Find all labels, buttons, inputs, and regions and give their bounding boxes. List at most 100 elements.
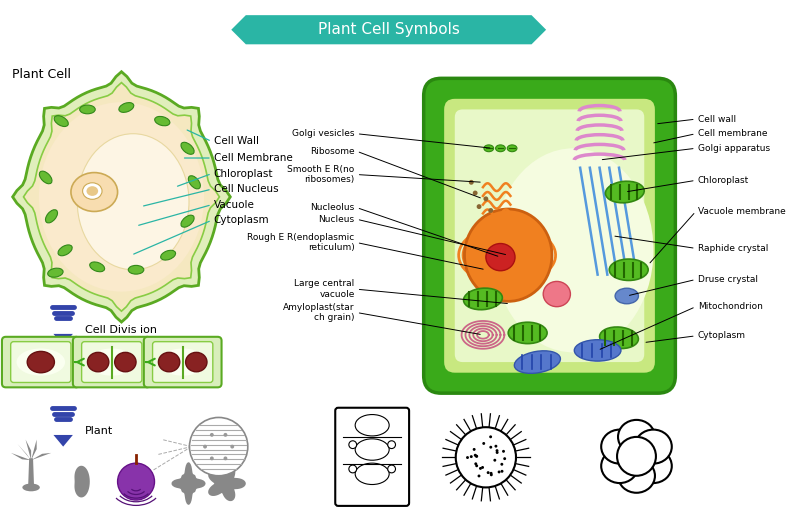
Polygon shape <box>28 458 34 485</box>
Text: Cell wall: Cell wall <box>698 115 736 123</box>
Ellipse shape <box>46 210 58 223</box>
Text: Ribosome: Ribosome <box>310 147 354 156</box>
Circle shape <box>503 457 506 460</box>
Text: Mitochondrion: Mitochondrion <box>698 302 762 311</box>
Ellipse shape <box>635 449 672 483</box>
Ellipse shape <box>574 340 621 361</box>
Ellipse shape <box>181 142 194 154</box>
Text: Vacuole: Vacuole <box>214 200 254 210</box>
Ellipse shape <box>186 353 207 372</box>
Circle shape <box>470 455 473 458</box>
Polygon shape <box>171 462 206 505</box>
Text: Cytoplasm: Cytoplasm <box>214 215 270 225</box>
FancyBboxPatch shape <box>144 337 222 388</box>
Polygon shape <box>54 334 73 346</box>
Ellipse shape <box>610 259 648 280</box>
Circle shape <box>502 450 505 453</box>
Ellipse shape <box>507 145 517 152</box>
Text: Chloroplast: Chloroplast <box>698 176 749 185</box>
Circle shape <box>475 455 478 458</box>
Circle shape <box>494 459 496 462</box>
Ellipse shape <box>618 459 655 493</box>
Circle shape <box>479 467 482 470</box>
Circle shape <box>230 445 234 449</box>
FancyBboxPatch shape <box>424 78 675 393</box>
Circle shape <box>495 449 498 452</box>
Ellipse shape <box>600 327 638 348</box>
Circle shape <box>349 465 357 473</box>
FancyBboxPatch shape <box>454 109 644 362</box>
FancyBboxPatch shape <box>10 342 71 382</box>
Ellipse shape <box>158 348 207 376</box>
Ellipse shape <box>71 173 118 211</box>
Ellipse shape <box>48 268 63 277</box>
Polygon shape <box>54 435 73 447</box>
Text: Plant: Plant <box>85 426 113 436</box>
Circle shape <box>474 462 478 465</box>
Circle shape <box>456 427 516 487</box>
Ellipse shape <box>87 353 109 372</box>
Text: Cell Wall: Cell Wall <box>214 137 258 146</box>
Circle shape <box>474 454 477 457</box>
Circle shape <box>466 456 469 459</box>
Circle shape <box>617 437 656 476</box>
Text: Cytoplasm: Cytoplasm <box>698 332 746 340</box>
Text: Raphide crystal: Raphide crystal <box>698 244 768 253</box>
Circle shape <box>473 448 476 451</box>
Ellipse shape <box>601 449 638 483</box>
FancyBboxPatch shape <box>2 337 80 388</box>
Ellipse shape <box>618 420 655 454</box>
Text: Druse crystal: Druse crystal <box>698 275 758 284</box>
Text: Plant Cell Symbols: Plant Cell Symbols <box>318 22 460 37</box>
Circle shape <box>190 417 248 476</box>
Circle shape <box>494 445 498 448</box>
FancyBboxPatch shape <box>335 408 409 506</box>
Circle shape <box>478 474 481 477</box>
Circle shape <box>490 473 493 476</box>
Text: Cell Nucleus: Cell Nucleus <box>214 184 278 194</box>
Ellipse shape <box>601 429 638 463</box>
Ellipse shape <box>39 171 52 184</box>
Ellipse shape <box>635 429 672 463</box>
Ellipse shape <box>493 149 654 353</box>
Circle shape <box>203 445 207 449</box>
Circle shape <box>473 190 478 196</box>
Ellipse shape <box>82 183 102 199</box>
Circle shape <box>223 457 227 460</box>
Ellipse shape <box>606 181 644 203</box>
Ellipse shape <box>484 145 494 152</box>
Text: Large central
vacuole: Large central vacuole <box>294 279 354 299</box>
FancyBboxPatch shape <box>153 342 213 382</box>
Ellipse shape <box>86 186 98 196</box>
Circle shape <box>223 433 227 437</box>
Polygon shape <box>31 453 51 460</box>
Text: Vacuole membrane: Vacuole membrane <box>698 207 786 216</box>
Ellipse shape <box>80 105 95 114</box>
Ellipse shape <box>154 117 170 126</box>
Ellipse shape <box>90 262 105 272</box>
Ellipse shape <box>465 209 552 301</box>
Ellipse shape <box>543 281 570 306</box>
Text: Nucleus: Nucleus <box>318 215 354 224</box>
Ellipse shape <box>87 348 136 376</box>
Polygon shape <box>26 439 31 460</box>
Polygon shape <box>208 466 246 501</box>
Text: Amyloplast(star
ch grain): Amyloplast(star ch grain) <box>283 303 354 322</box>
Text: Smooth E R(no
ribosomes): Smooth E R(no ribosomes) <box>287 165 354 184</box>
Polygon shape <box>23 83 219 311</box>
Polygon shape <box>231 15 546 44</box>
Ellipse shape <box>17 348 65 376</box>
Ellipse shape <box>118 463 154 500</box>
FancyBboxPatch shape <box>82 342 142 382</box>
Ellipse shape <box>161 251 175 260</box>
Circle shape <box>475 454 478 458</box>
Polygon shape <box>31 439 37 460</box>
Circle shape <box>501 470 503 473</box>
Circle shape <box>483 197 488 201</box>
Text: Rough E R(endoplasmic
reticulum): Rough E R(endoplasmic reticulum) <box>247 233 354 252</box>
Text: Cell membrane: Cell membrane <box>698 129 767 138</box>
Ellipse shape <box>463 288 502 310</box>
Circle shape <box>469 180 474 185</box>
Ellipse shape <box>114 353 136 372</box>
Ellipse shape <box>58 245 72 256</box>
